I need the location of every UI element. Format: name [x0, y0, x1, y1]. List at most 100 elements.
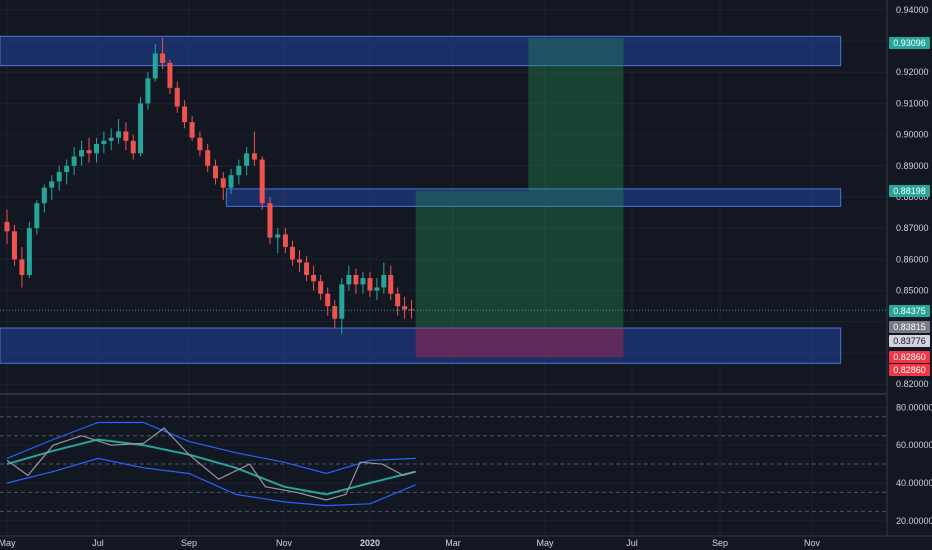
- price-tick-label: 0.89000: [896, 161, 929, 171]
- candle-body: [26, 228, 32, 275]
- candle-body: [182, 106, 188, 123]
- candle-body: [138, 103, 144, 154]
- position-profit-area: [415, 190, 624, 328]
- candle-body: [259, 159, 265, 204]
- time-tick-label: May: [536, 538, 554, 548]
- candle-body: [123, 131, 129, 141]
- price-tick-label: 0.90000: [896, 130, 929, 140]
- price-tick-label: 0.82000: [896, 379, 929, 389]
- zone-middle: [225, 188, 842, 207]
- candle-body: [409, 309, 414, 311]
- candle-body: [167, 62, 173, 88]
- oscillator-tick-label: 60.00000: [896, 440, 932, 450]
- price-tag: [889, 37, 930, 49]
- price-tick-label: 0.94000: [896, 5, 929, 15]
- price-tag: [889, 185, 930, 197]
- candle-body: [275, 234, 281, 238]
- price-tags-layer: 0.93096 0.88198 0.84375 0.83815 0.83776 0.828…: [889, 37, 930, 376]
- candle-body: [353, 275, 359, 285]
- candle-body: [297, 259, 303, 263]
- candle-body: [388, 275, 394, 294]
- price-tick-label: 0.85000: [896, 286, 929, 296]
- time-tick-label: Jul: [92, 538, 104, 548]
- candle-body: [367, 278, 373, 291]
- supply-zone-upper: [0, 35, 842, 67]
- price-tick-label: 0.87000: [896, 223, 929, 233]
- candle-body: [197, 137, 203, 151]
- time-tick-label: Jul: [626, 538, 638, 548]
- price-tick-label: 0.91000: [896, 98, 929, 108]
- price-axis-background: [887, 0, 932, 536]
- candle-body: [395, 293, 401, 307]
- price-tick-label: 0.86000: [896, 254, 929, 264]
- candle-body: [11, 231, 17, 260]
- candle-body: [402, 306, 408, 310]
- price-tag-label: 0.82860: [893, 352, 926, 362]
- oscillator-series-1: [6, 421, 416, 475]
- candle-body: [160, 53, 166, 63]
- candle-body: [64, 165, 70, 173]
- candle-body: [289, 246, 295, 260]
- price-tag: [889, 335, 930, 347]
- candle-body: [244, 153, 250, 166]
- candles-layer: [4, 37, 414, 335]
- candle-body: [79, 150, 85, 157]
- candle-body: [4, 221, 10, 232]
- zones-layer: [0, 35, 842, 364]
- candle-body: [174, 87, 180, 107]
- candle-body: [339, 284, 345, 319]
- candle-body: [49, 181, 55, 188]
- price-tag-label: 0.83815: [893, 322, 926, 332]
- demand-zone-lower: [0, 327, 842, 364]
- time-tick-label: Sep: [712, 538, 728, 548]
- price-tag-label: 0.84375: [893, 306, 926, 316]
- price-tag-label: 0.82860: [893, 365, 926, 375]
- candle-body: [101, 140, 107, 144]
- price-tag: [889, 351, 930, 363]
- candle-body: [152, 53, 158, 79]
- candle-body: [311, 275, 317, 282]
- time-tick-label: 2020: [360, 538, 380, 548]
- position-stop-area: [415, 327, 624, 358]
- candle-body: [19, 259, 25, 275]
- oscillator-layer: [0, 416, 887, 512]
- candle-body: [212, 165, 218, 179]
- price-tag: [889, 321, 930, 333]
- candle-body: [236, 165, 242, 176]
- price-tag-label: 0.88198: [893, 186, 926, 196]
- candle-body: [346, 275, 352, 285]
- candle-body: [332, 306, 338, 319]
- candle-body: [34, 203, 40, 229]
- oscillator-tick-label: 80.00000: [896, 402, 932, 412]
- candle-body: [318, 281, 324, 294]
- price-tag-label: 0.83776: [893, 336, 926, 346]
- position-target-extension: [528, 37, 624, 191]
- candle-body: [94, 143, 100, 154]
- candle-body: [304, 262, 310, 275]
- candle-body: [325, 293, 331, 307]
- candle-body: [282, 234, 288, 247]
- time-tick-label: Nov: [276, 538, 293, 548]
- oscillator-tick-label: 40.00000: [896, 478, 932, 488]
- candle-body: [108, 137, 114, 141]
- candle-body: [189, 122, 195, 138]
- candle-body: [267, 203, 273, 238]
- candle-body: [251, 153, 257, 160]
- time-tick-label: Nov: [804, 538, 821, 548]
- price-tag: [889, 364, 930, 376]
- price-tag: [889, 305, 930, 317]
- candle-body: [86, 150, 92, 154]
- candle-body: [116, 131, 122, 138]
- candle-body: [145, 78, 151, 104]
- time-tick-label: Mar: [445, 538, 461, 548]
- candle-body: [228, 175, 234, 188]
- candle-body: [130, 140, 136, 154]
- candle-body: [220, 178, 226, 188]
- candle-body: [374, 287, 380, 291]
- oscillator-tick-label: 20.00000: [896, 516, 932, 526]
- candle-body: [360, 278, 366, 285]
- candle-body: [56, 172, 62, 182]
- position-layer: [0, 37, 887, 358]
